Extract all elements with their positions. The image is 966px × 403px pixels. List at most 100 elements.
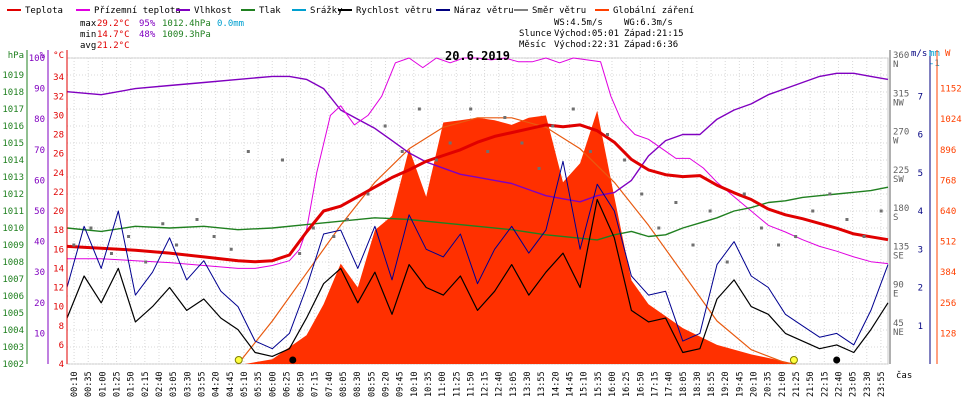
wind-direction-point: [281, 158, 285, 162]
legend-item-label: Směr větru: [532, 6, 586, 16]
wind-direction-point: [520, 141, 524, 145]
wind-direction-point: [623, 158, 627, 162]
humidity-axis-unit: %: [40, 51, 46, 61]
pressure-axis-tick-label: 1002: [2, 360, 24, 370]
stats-max-label: max: [80, 19, 97, 29]
stats-avg-label: avg: [80, 41, 96, 51]
legend-item-label: Srážky: [310, 6, 343, 16]
direction-tick-label: 180: [893, 204, 909, 214]
x-tick-label: 15:10: [580, 371, 590, 397]
direction-compass-label: N: [893, 60, 898, 70]
direction-compass-label: SW: [893, 175, 904, 185]
series-radiation-theoretical: [237, 117, 796, 365]
x-tick-label: 19:20: [721, 371, 731, 397]
humidity-axis-tick-label: 100: [29, 54, 45, 64]
wind-direction-point: [469, 107, 473, 111]
rain-tick-label: -1: [929, 59, 940, 69]
wind-direction-point: [640, 192, 644, 196]
humidity-axis-tick-label: 50: [34, 207, 45, 217]
x-tick-label: 01:00: [98, 371, 108, 397]
stats-moonrise: Východ:22:31: [554, 40, 619, 50]
direction-tick-label: 90: [893, 281, 904, 291]
sunrise-marker: [234, 356, 243, 364]
series-radiation-area: [244, 110, 796, 364]
x-tick-label: 11:00: [438, 371, 448, 397]
wind-direction-point: [708, 209, 712, 213]
temperature-axis-tick-label: 6: [59, 341, 64, 351]
direction-compass-label: S: [893, 213, 898, 223]
wind-direction-point: [759, 226, 763, 230]
x-tick-label: 13:05: [509, 371, 519, 397]
stats-max-pressure: 1012.4hPa: [162, 19, 211, 29]
x-tick-label: 21:00: [778, 371, 788, 397]
stats-wind-gust: WG:6.3m/s: [624, 18, 673, 28]
x-tick-label: 01:50: [127, 371, 137, 397]
x-tick-label: 01:25: [113, 371, 123, 397]
direction-compass-label: SE: [893, 251, 904, 261]
legend-item-label: Teplota: [25, 6, 63, 16]
pressure-axis-tick-label: 1008: [2, 258, 24, 268]
legend-item-label: Rychlost větru: [356, 6, 432, 16]
pressure-axis-tick-label: 1011: [2, 207, 24, 217]
stats-max-temp: 29.2°C: [97, 19, 130, 29]
pressure-axis-tick-label: 1004: [2, 326, 24, 336]
wind-direction-point: [448, 141, 452, 145]
pressure-axis-tick-label: 1006: [2, 292, 24, 302]
wind-tick-label: 6: [918, 131, 923, 141]
wind-direction-point: [383, 124, 387, 128]
x-tick-label: 10:10: [410, 371, 420, 397]
direction-tick-label: 135: [893, 242, 909, 252]
wind-direction-point: [127, 235, 131, 238]
humidity-axis-tick-label: 40: [34, 238, 45, 248]
radiation-axis-unit: W: [945, 49, 951, 59]
pressure-axis-tick-label: 1010: [2, 224, 24, 234]
x-tick-label: 07:15: [311, 371, 321, 397]
wind-direction-point: [725, 260, 729, 264]
stats-min-label: min: [80, 30, 96, 40]
series-pressure: [66, 186, 889, 241]
radiation-tick-label: 128: [940, 329, 956, 339]
stats-wind-speed: WS:4.5m/s: [554, 18, 603, 28]
temperature-axis-tick-label: 30: [53, 111, 64, 121]
wind-direction-point: [503, 116, 507, 119]
temperature-axis-unit: °C: [53, 51, 64, 61]
series-ground-temperature: [67, 57, 889, 269]
legend-item-label: Globální záření: [613, 6, 694, 16]
temperature-axis-tick-label: 16: [53, 245, 64, 255]
x-tick-label: 02:40: [155, 371, 165, 397]
humidity-axis: 10 20 30 40 50 60 70 80 90 100%: [29, 50, 49, 364]
wind-direction-point: [862, 235, 866, 238]
direction-compass-label: NW: [893, 98, 904, 108]
x-tick-label: 14:45: [566, 371, 576, 397]
x-tick-label: 03:55: [197, 371, 207, 397]
x-tick-label: 14:20: [551, 371, 561, 397]
direction-tick-label: 270: [893, 128, 909, 138]
wind-direction-point: [72, 243, 76, 247]
wind-direction-point: [311, 226, 315, 230]
radiation-tick-label: 384: [940, 268, 956, 278]
x-tick-label: 11:25: [452, 371, 462, 397]
stats-sunset: Západ:21:15: [624, 29, 684, 39]
x-tick-label: 23:05: [849, 371, 859, 397]
x-tick-label: 18:05: [679, 371, 689, 397]
legend-item-label: Vlhkost: [194, 6, 232, 16]
pressure-axis-tick-label: 1019: [2, 71, 24, 81]
x-tick-label: 18:30: [693, 371, 703, 397]
temperature-axis-tick-label: 8: [59, 322, 64, 332]
x-tick-label: 12:40: [495, 371, 505, 397]
x-tick-label: 22:40: [834, 371, 844, 397]
x-tick-label: 06:00: [268, 371, 278, 397]
wind-direction-point: [346, 218, 350, 221]
stats-sunrise: Východ:05:01: [554, 29, 619, 39]
x-tick-label: 15:35: [594, 371, 604, 397]
moonset-marker: [289, 356, 297, 364]
direction-compass-label: NE: [893, 328, 904, 338]
x-tick-label: 03:05: [169, 371, 179, 397]
wind-direction-point: [161, 222, 165, 226]
rain-axis-unit: mm: [929, 49, 940, 59]
x-tick-label: 11:50: [466, 371, 476, 397]
x-axis: 00:10 00:35 01:00 01:25 01:50 02:15 02:40 03:05…: [70, 370, 912, 397]
x-tick-label: 12:15: [481, 371, 491, 397]
